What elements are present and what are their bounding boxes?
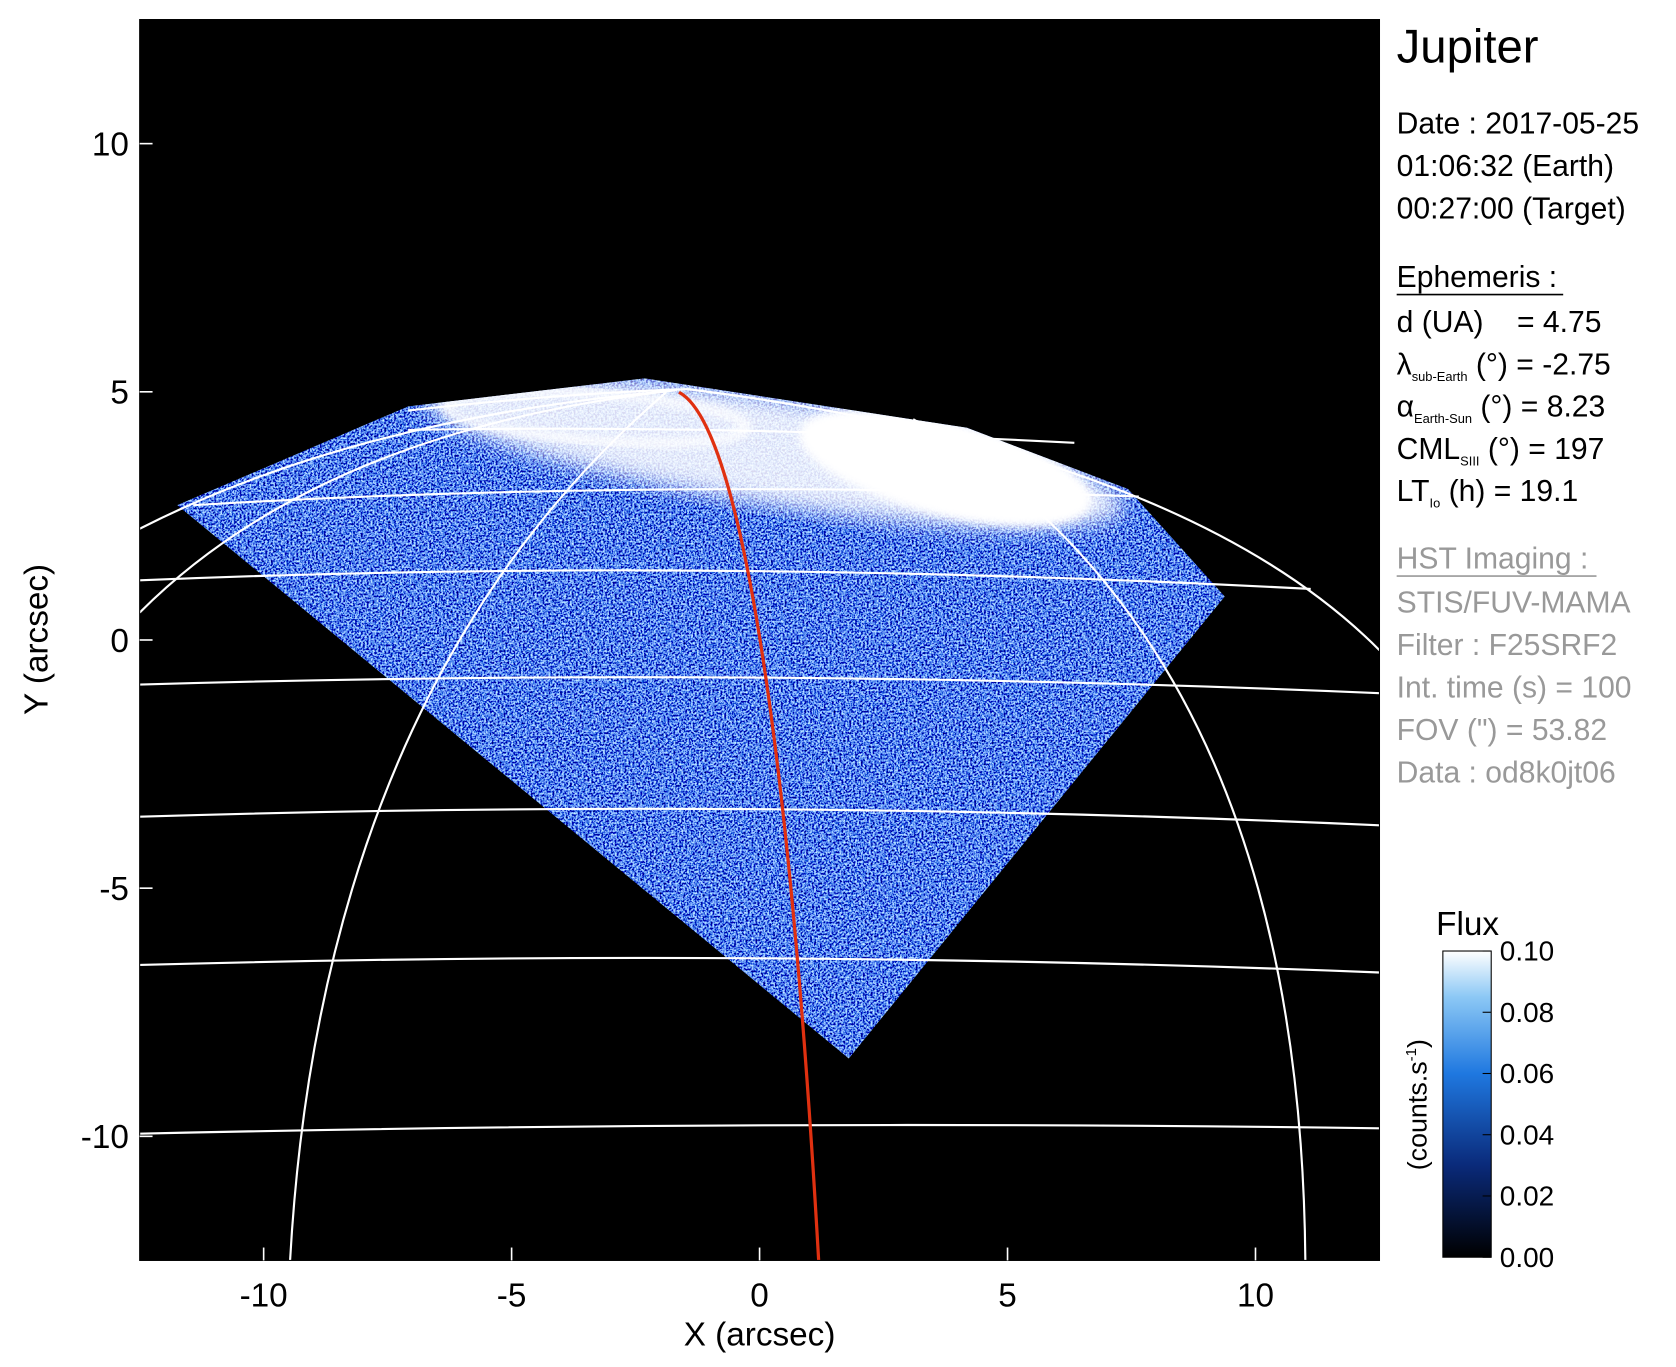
hst-line: Int. time (s) = 100 [1397, 671, 1632, 704]
x-tick-label: 0 [750, 1278, 769, 1315]
colorbar-tick-label: 0.04 [1500, 1119, 1554, 1150]
date-line: 01:06:32 (Earth) [1397, 150, 1614, 183]
date-line: Date : 2017-05-25 [1397, 107, 1639, 140]
hst-line: Filter : F25SRF2 [1397, 629, 1618, 662]
colorbar-tick-label: 0.06 [1500, 1058, 1554, 1089]
central-meridian [678, 390, 821, 1261]
x-axis-label: X (arcsec) [684, 1316, 836, 1353]
y-tick-label: 0 [110, 623, 129, 660]
info-panel: Jupiter Date : 2017-05-25 01:06:32 (Earth… [1397, 21, 1639, 790]
subscript: sub-Earth [1412, 369, 1468, 384]
subscript: Io [1430, 496, 1441, 511]
aurora-core [799, 408, 1092, 527]
image [139, 19, 1380, 1261]
subscript: SIII [1460, 453, 1479, 468]
value: (°) = -2.75 [1468, 348, 1611, 381]
ephemeris-heading: Ephemeris : [1397, 261, 1557, 294]
colorbar-tick-label: 0.00 [1500, 1242, 1554, 1273]
info-title: Jupiter [1397, 21, 1539, 74]
colorbar-tick-label: 0.10 [1500, 936, 1554, 967]
value: (°) = 197 [1480, 433, 1605, 466]
colorbar-tick-label: 0.02 [1500, 1181, 1554, 1212]
x-tick-label: -5 [497, 1278, 527, 1315]
y-tick-label: -5 [99, 871, 129, 908]
ephemeris-row: d (UA) = 4.75 [1397, 306, 1602, 339]
value: (h) = 19.1 [1440, 475, 1578, 508]
symbol: LT [1397, 475, 1430, 508]
y-tick-label: 10 [92, 126, 129, 163]
x-tick-label: 5 [998, 1278, 1017, 1315]
y-axis-label: Y (arcsec) [18, 564, 55, 715]
hst-heading: HST Imaging : [1397, 543, 1589, 576]
symbol: CML [1397, 433, 1461, 466]
ephemeris-row: LTIo (h) = 19.1 [1397, 475, 1579, 510]
value: d (UA) = 4.75 [1397, 306, 1602, 339]
ephemeris-row: αEarth-Sun (°) = 8.23 [1397, 391, 1606, 426]
hst-line: Data : od8k0jt06 [1397, 756, 1616, 789]
symbol: α [1397, 391, 1414, 424]
ephemeris-row: λsub-Earth (°) = -2.75 [1397, 348, 1611, 383]
colorbar-label-part: -1 [1403, 1048, 1420, 1061]
y-tick-label: 5 [110, 375, 129, 412]
ephemeris-row: CMLSIII (°) = 197 [1397, 433, 1605, 468]
colorbar-tick-label: 0.08 [1500, 997, 1554, 1028]
hst-line: STIS/FUV-MAMA [1397, 587, 1631, 620]
hst-line: FOV (") = 53.82 [1397, 714, 1607, 747]
date-line: 00:27:00 (Target) [1397, 192, 1626, 225]
subscript: Earth-Sun [1414, 411, 1472, 426]
colorbar-label: (counts.s-1) [1403, 1039, 1433, 1170]
x-tick-label: -10 [240, 1278, 288, 1315]
planet-grid [139, 388, 1380, 1261]
symbol: λ [1397, 348, 1412, 381]
y-tick-label: -10 [81, 1119, 129, 1156]
x-tick-label: 10 [1237, 1278, 1274, 1315]
colorbar-label-part: ) [1403, 1039, 1433, 1048]
colorbar [1442, 950, 1492, 1258]
value: (°) = 8.23 [1472, 391, 1605, 424]
colorbar-title: Flux [1436, 906, 1499, 943]
colorbar-label-part: (counts.s [1403, 1061, 1433, 1170]
